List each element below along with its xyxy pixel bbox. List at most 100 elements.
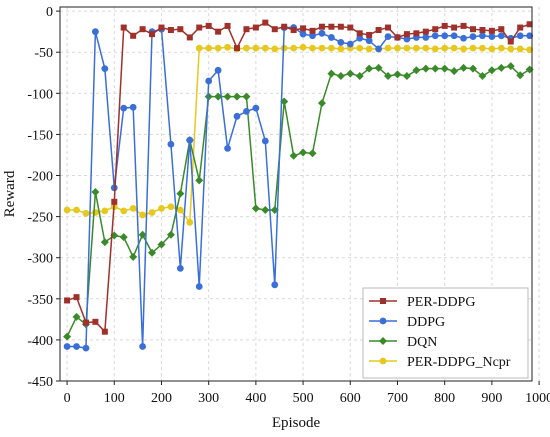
data-point-ddpg xyxy=(233,112,241,120)
x-tick-label: 1000 xyxy=(525,391,550,406)
data-point-ddpg xyxy=(460,34,467,42)
data-point-per-ddpg xyxy=(120,24,127,31)
data-point-per-ddpg xyxy=(252,24,259,31)
data-point-per-ddpg-ncpr xyxy=(412,44,420,52)
y-tick-label: -450 xyxy=(27,375,53,390)
data-point-dqn xyxy=(261,206,270,215)
data-point-dqn xyxy=(487,66,496,75)
x-tick-label: 400 xyxy=(245,391,266,406)
data-point-dqn xyxy=(497,63,506,72)
data-point-dqn xyxy=(450,67,459,76)
data-point-ddpg xyxy=(365,37,373,45)
data-point-ddpg xyxy=(167,140,175,148)
data-point-per-ddpg xyxy=(130,32,137,39)
legend-label: PER-DDPG xyxy=(407,295,475,310)
x-axis-ticks: 0 100 200 300 400 500 600 700 800 900 1000 xyxy=(64,381,550,406)
data-point-per-ddpg xyxy=(64,297,71,304)
data-point-per-ddpg xyxy=(167,27,174,34)
data-point-ddpg xyxy=(261,137,269,145)
data-point-per-ddpg xyxy=(92,318,99,325)
data-point-ddpg xyxy=(328,34,335,41)
series-dqn xyxy=(63,62,534,341)
x-tick-label: 0 xyxy=(64,391,71,406)
data-point-dqn xyxy=(223,92,232,101)
data-point-dqn xyxy=(327,69,336,78)
legend-item-per-ddpg-ncpr: PER-DDPG_Ncpr xyxy=(369,355,511,370)
data-point-dqn xyxy=(431,64,440,73)
data-point-per-ddpg xyxy=(234,45,240,52)
data-point-dqn xyxy=(138,230,147,239)
data-point-dqn xyxy=(195,176,204,185)
legend-swatch-marker xyxy=(379,357,387,365)
data-point-ddpg xyxy=(92,28,99,36)
y-tick-label: -300 xyxy=(27,252,53,267)
x-tick-label: 900 xyxy=(481,391,502,406)
data-point-ddpg xyxy=(139,343,147,350)
data-point-ddpg xyxy=(526,32,534,40)
data-point-per-ddpg-ncpr xyxy=(431,45,439,53)
data-point-dqn xyxy=(317,99,326,108)
data-point-ddpg xyxy=(186,136,194,144)
data-point-dqn xyxy=(289,151,298,160)
data-point-per-ddpg-ncpr xyxy=(139,211,147,219)
legend-swatch-marker xyxy=(379,337,387,345)
data-point-per-ddpg-ncpr xyxy=(63,206,71,214)
x-tick-label: 800 xyxy=(434,391,455,406)
legend-box xyxy=(362,287,529,379)
data-point-ddpg xyxy=(403,35,411,43)
series-per-ddpg xyxy=(64,19,533,335)
data-point-ddpg xyxy=(422,34,430,41)
data-point-per-ddpg xyxy=(375,27,382,34)
data-point-per-ddpg xyxy=(488,27,495,34)
data-point-ddpg xyxy=(224,144,231,152)
data-point-dqn xyxy=(506,62,515,71)
data-point-ddpg xyxy=(120,104,128,112)
data-point-per-ddpg xyxy=(149,31,156,38)
data-point-per-ddpg xyxy=(356,30,363,37)
x-tick-label: 700 xyxy=(387,391,408,406)
data-point-per-ddpg-ncpr xyxy=(280,44,288,52)
data-point-per-ddpg xyxy=(507,38,514,45)
data-point-per-ddpg xyxy=(262,19,269,26)
y-tick-label: -200 xyxy=(27,170,53,185)
data-point-per-ddpg-ncpr xyxy=(507,45,515,53)
data-point-ddpg xyxy=(214,66,222,74)
data-point-dqn xyxy=(412,66,421,75)
plot-frame xyxy=(59,6,533,382)
data-point-per-ddpg-ncpr xyxy=(441,44,449,52)
data-point-per-ddpg xyxy=(385,24,392,31)
data-point-per-ddpg-ncpr xyxy=(460,45,467,53)
data-point-per-ddpg xyxy=(290,27,297,34)
y-axis-ticks: 0 -50 -100 -150 -200 -250 -300 -350 -400 -450 xyxy=(27,5,60,390)
data-point-per-ddpg xyxy=(158,24,165,31)
data-point-dqn xyxy=(176,189,185,198)
data-point-per-ddpg-ncpr xyxy=(450,44,458,52)
data-point-per-ddpg xyxy=(139,26,146,33)
data-point-per-ddpg xyxy=(82,319,89,326)
data-point-dqn xyxy=(100,238,109,247)
data-point-per-ddpg-ncpr xyxy=(214,44,222,52)
data-point-per-ddpg-ncpr xyxy=(526,46,534,54)
data-point-dqn xyxy=(129,252,138,261)
data-point-per-ddpg xyxy=(281,23,288,30)
data-point-per-ddpg-ncpr xyxy=(120,207,128,215)
data-point-per-ddpg xyxy=(517,24,524,31)
series-layer xyxy=(63,19,534,352)
data-point-per-ddpg xyxy=(186,34,193,41)
data-point-per-ddpg-ncpr xyxy=(394,44,401,52)
data-point-dqn xyxy=(469,64,477,73)
data-point-per-ddpg-ncpr xyxy=(101,207,109,215)
data-point-per-ddpg-ncpr xyxy=(195,44,203,52)
data-point-per-ddpg xyxy=(366,31,373,38)
data-point-dqn xyxy=(421,64,430,73)
legend-swatch-marker xyxy=(379,317,387,325)
data-point-dqn xyxy=(393,70,402,79)
data-point-per-ddpg-ncpr xyxy=(82,209,90,217)
data-point-ddpg xyxy=(441,32,449,40)
data-point-per-ddpg-ncpr xyxy=(422,44,430,52)
x-tick-label: 500 xyxy=(293,391,314,406)
data-point-per-ddpg xyxy=(432,26,439,33)
data-point-dqn xyxy=(214,92,223,101)
data-point-per-ddpg xyxy=(347,24,354,31)
data-point-dqn xyxy=(72,312,81,321)
